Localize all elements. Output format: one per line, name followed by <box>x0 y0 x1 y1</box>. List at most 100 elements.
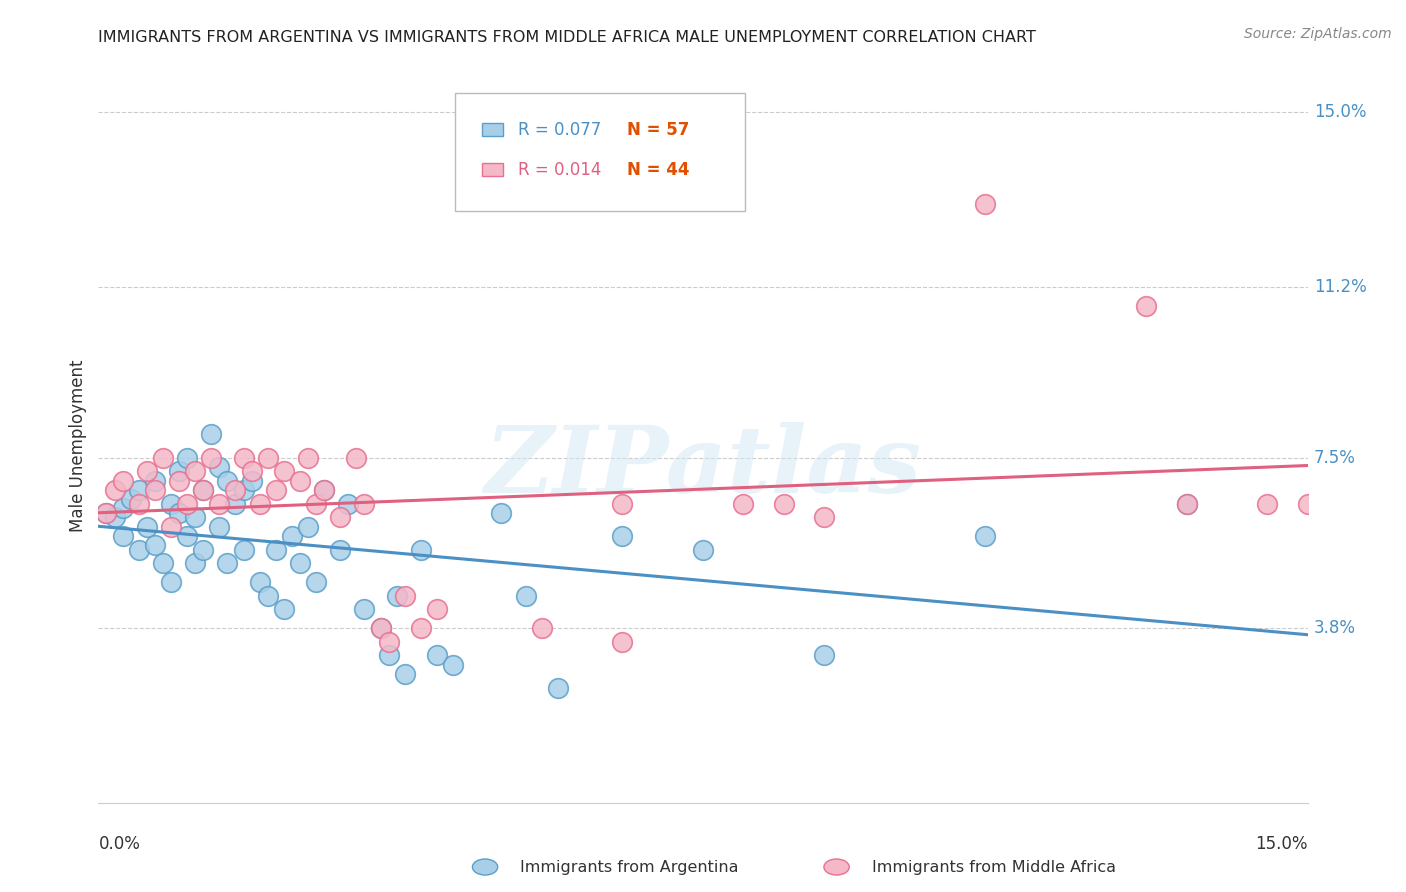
Text: Immigrants from Argentina: Immigrants from Argentina <box>520 860 738 874</box>
Point <box>426 602 449 616</box>
Point <box>612 497 634 511</box>
Point <box>128 483 150 497</box>
Point <box>208 497 231 511</box>
Point <box>200 450 222 465</box>
Point <box>143 474 166 488</box>
Point <box>240 474 263 488</box>
Point <box>184 464 207 478</box>
Point <box>1175 497 1198 511</box>
Point <box>160 497 183 511</box>
Point <box>297 519 319 533</box>
Point <box>329 542 352 557</box>
Point <box>152 557 174 571</box>
Point <box>256 450 278 465</box>
Point <box>353 602 375 616</box>
Point <box>208 519 231 533</box>
Point <box>370 621 392 635</box>
Text: N = 44: N = 44 <box>627 161 689 178</box>
Point <box>1135 299 1157 313</box>
Point <box>692 542 714 557</box>
Point <box>217 474 239 488</box>
Point <box>128 542 150 557</box>
Point <box>612 634 634 648</box>
Point <box>249 574 271 589</box>
Point <box>193 483 215 497</box>
Point <box>515 589 537 603</box>
Point <box>167 506 190 520</box>
Point <box>200 427 222 442</box>
Point <box>103 510 125 524</box>
Point <box>240 464 263 478</box>
Point <box>377 634 399 648</box>
Text: N = 57: N = 57 <box>627 121 689 139</box>
Point <box>329 510 352 524</box>
Point <box>409 621 432 635</box>
Point <box>135 464 157 478</box>
Point <box>128 497 150 511</box>
Point <box>337 497 360 511</box>
Point <box>426 648 449 663</box>
Point <box>96 506 118 520</box>
Point <box>377 648 399 663</box>
Point <box>394 666 416 681</box>
Text: Immigrants from Middle Africa: Immigrants from Middle Africa <box>872 860 1116 874</box>
Point <box>297 450 319 465</box>
Point <box>120 491 142 506</box>
Point <box>193 483 215 497</box>
Point <box>813 510 835 524</box>
Text: 15.0%: 15.0% <box>1313 103 1367 121</box>
Point <box>1296 497 1319 511</box>
Point <box>974 197 997 211</box>
Text: 0.0%: 0.0% <box>98 835 141 853</box>
Point <box>232 450 254 465</box>
Point <box>217 557 239 571</box>
Point <box>232 542 254 557</box>
Point <box>344 450 367 465</box>
Point <box>288 474 311 488</box>
Text: Source: ZipAtlas.com: Source: ZipAtlas.com <box>1244 27 1392 41</box>
Point <box>772 497 794 511</box>
Point <box>305 574 328 589</box>
Text: IMMIGRANTS FROM ARGENTINA VS IMMIGRANTS FROM MIDDLE AFRICA MALE UNEMPLOYMENT COR: IMMIGRANTS FROM ARGENTINA VS IMMIGRANTS … <box>98 29 1036 45</box>
Point <box>176 497 198 511</box>
Point <box>96 506 118 520</box>
Point <box>176 450 198 465</box>
Point <box>314 483 336 497</box>
Text: 7.5%: 7.5% <box>1313 449 1355 467</box>
Point <box>612 529 634 543</box>
Text: 3.8%: 3.8% <box>1313 619 1355 637</box>
Point <box>314 483 336 497</box>
Point <box>264 483 287 497</box>
Point <box>152 450 174 465</box>
FancyBboxPatch shape <box>456 93 745 211</box>
Point <box>491 506 513 520</box>
Point <box>167 464 190 478</box>
Point <box>974 529 997 543</box>
Point <box>409 542 432 557</box>
Point <box>160 519 183 533</box>
Point <box>184 557 207 571</box>
Point <box>353 497 375 511</box>
Point <box>224 497 246 511</box>
Point <box>103 483 125 497</box>
Point <box>305 497 328 511</box>
Point <box>111 529 134 543</box>
Text: 11.2%: 11.2% <box>1313 278 1367 296</box>
Point <box>143 538 166 552</box>
Point <box>249 497 271 511</box>
Text: R = 0.014: R = 0.014 <box>517 161 602 178</box>
Point <box>281 529 304 543</box>
Point <box>264 542 287 557</box>
FancyBboxPatch shape <box>482 163 503 177</box>
Point <box>1256 497 1278 511</box>
Point <box>733 497 755 511</box>
Y-axis label: Male Unemployment: Male Unemployment <box>69 359 87 533</box>
Point <box>385 589 408 603</box>
Point <box>193 542 215 557</box>
Point <box>135 519 157 533</box>
Point <box>184 510 207 524</box>
Point <box>176 529 198 543</box>
Point <box>273 464 295 478</box>
Point <box>143 483 166 497</box>
Point <box>111 474 134 488</box>
